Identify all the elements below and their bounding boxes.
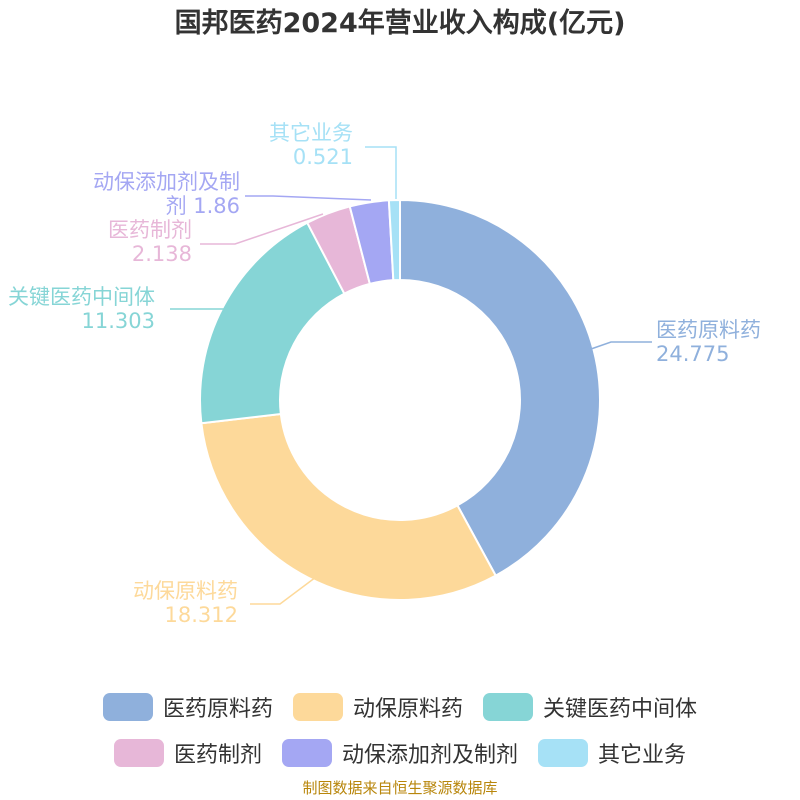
legend-item-yiyao-zhiji[interactable]: 医药制剂 bbox=[113, 737, 262, 769]
callout-line-dongbao-tianjiaji bbox=[245, 195, 372, 201]
callout-line-yiyao-yuanliaoyao bbox=[590, 341, 652, 350]
legend-item-dongbao-yuanliaoyao[interactable]: 动保原料药 bbox=[292, 691, 463, 723]
legend-item-guanjian-zhongjianti[interactable]: 关键医药中间体 bbox=[483, 691, 697, 723]
callout-name-guanjian-zhongjianti: 关键医药中间体 bbox=[8, 285, 155, 309]
donut-slice-yiyao-yuanliaoyao[interactable] bbox=[399, 198, 601, 577]
legend-row: 医药制剂 动保添加剂及制剂 其它业务 bbox=[0, 730, 800, 776]
legend-swatch bbox=[281, 739, 332, 767]
legend-swatch bbox=[102, 693, 153, 721]
donut-slice-guanjian-zhongjianti[interactable] bbox=[199, 221, 346, 425]
donut-slice-dongbao-yuanliaoyao[interactable] bbox=[200, 412, 498, 601]
legend: 医药原料药 动保原料药 关键医药中间体 医药制剂 动保添加剂及制剂 其它业务 bbox=[0, 684, 800, 776]
donut-slice-qita-yewu[interactable] bbox=[387, 198, 401, 282]
callout-name-yiyao-zhiji: 医药制剂 bbox=[108, 218, 192, 242]
legend-item-dongbao-tianjiaji[interactable]: 动保添加剂及制剂 bbox=[281, 737, 518, 769]
legend-item-qita-yewu[interactable]: 其它业务 bbox=[538, 737, 686, 769]
callout-name-dongbao-yuanliaoyao: 动保原料药 bbox=[133, 579, 238, 603]
legend-label: 动保原料药 bbox=[352, 697, 463, 722]
legend-label: 医药制剂 bbox=[173, 743, 262, 768]
callout-line-dongbao-yuanliaoyao bbox=[250, 573, 321, 605]
callout-line-qita-yewu bbox=[365, 146, 397, 199]
legend-label: 其它业务 bbox=[598, 743, 687, 768]
legend-swatch bbox=[113, 739, 164, 767]
callout-value-yiyao-yuanliaoyao: 24.775 bbox=[656, 342, 729, 366]
callout-value-guanjian-zhongjianti: 11.303 bbox=[82, 309, 155, 333]
callout-value-dongbao-yuanliaoyao: 18.312 bbox=[165, 603, 238, 627]
callout-name-value-dongbao-tianjiaji: 剂 1.86 bbox=[166, 194, 240, 218]
legend-label: 动保添加剂及制剂 bbox=[341, 743, 518, 768]
callout-name-dongbao-tianjiaji: 动保添加剂及制 bbox=[93, 170, 240, 194]
legend-label: 医药原料药 bbox=[162, 697, 273, 722]
callout-value-yiyao-zhiji: 2.138 bbox=[132, 242, 192, 266]
legend-swatch bbox=[292, 693, 343, 721]
source-note: 制图数据来自恒生聚源数据库 bbox=[302, 779, 498, 797]
legend-swatch bbox=[538, 739, 588, 767]
donut-slices bbox=[199, 198, 601, 601]
callout-name-yiyao-yuanliaoyao: 医药原料药 bbox=[656, 318, 761, 342]
legend-row: 医药原料药 动保原料药 关键医药中间体 bbox=[0, 684, 800, 730]
legend-swatch bbox=[483, 693, 533, 721]
callout-name-qita-yewu: 其它业务 bbox=[269, 121, 353, 145]
callout-line-yiyao-zhiji bbox=[200, 213, 324, 245]
legend-item-yiyao-yuanliaoyao[interactable]: 医药原料药 bbox=[102, 691, 273, 723]
callout-value-qita-yewu: 0.521 bbox=[293, 145, 353, 169]
legend-label: 关键医药中间体 bbox=[543, 697, 698, 722]
chart-title: 国邦医药2024年营业收入构成(亿元) bbox=[174, 8, 626, 39]
